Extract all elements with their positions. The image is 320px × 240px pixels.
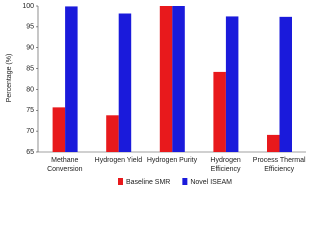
bar (52, 107, 66, 152)
legend-label: Novel ISEAM (190, 179, 232, 186)
legend-label: Baseline SMR (126, 179, 170, 186)
chart: Percentage (%) 65 70 75 80 85 90 95 100 Methane … (6, 3, 306, 186)
x-tick-label: Hydrogen Purity (146, 157, 198, 164)
bar (279, 16, 292, 152)
x-tick-label: Hydrogen Efficiency (210, 157, 241, 173)
y-tick-label: 100 (22, 3, 34, 10)
y-tick-label: 70 (26, 128, 34, 135)
bar (118, 13, 132, 152)
y-tick-label: 65 (26, 149, 34, 156)
x-tick-label-box: Methane Conversion (47, 157, 83, 173)
x-tick-label: Process Thermal Efficiency (252, 157, 306, 173)
bar (213, 71, 226, 152)
legend-swatch (182, 178, 188, 185)
x-tick-label: Methane Conversion (47, 157, 83, 173)
bar (106, 115, 119, 152)
x-tick-label-box: Hydrogen Efficiency (210, 157, 241, 173)
x-tick-label-box: Hydrogen Purity (146, 157, 198, 164)
bar (225, 16, 239, 152)
y-tick-label: 75 (26, 107, 34, 114)
x-tick-label: Hydrogen Yield (94, 157, 143, 164)
bar (267, 134, 280, 152)
legend-swatch (118, 178, 123, 185)
bar (172, 6, 185, 152)
bar (65, 6, 78, 152)
y-axis-label: Percentage (%) (6, 54, 13, 103)
y-tick-label: 90 (26, 45, 34, 52)
bar (159, 6, 173, 152)
x-tick-label-box: Process Thermal Efficiency (252, 157, 306, 173)
y-tick-label: 85 (26, 65, 34, 72)
x-tick-label-box: Hydrogen Yield (94, 157, 143, 164)
y-tick-label: 80 (26, 86, 34, 93)
y-tick-label: 95 (26, 24, 34, 31)
